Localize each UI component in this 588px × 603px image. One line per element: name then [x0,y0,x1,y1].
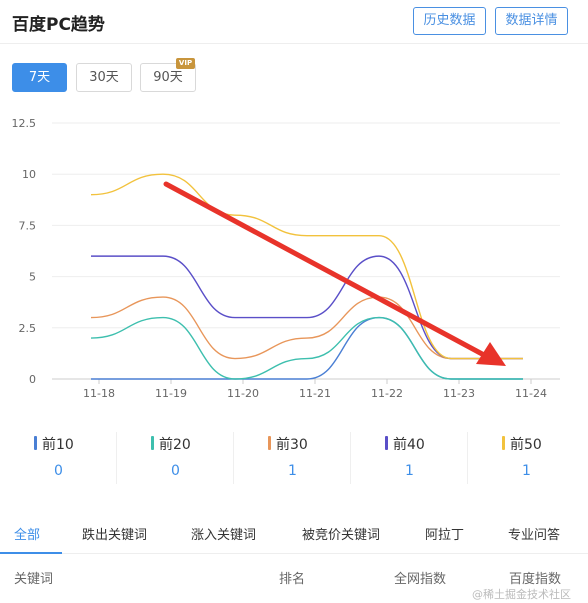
annotation-arrow-head [476,342,506,366]
x-tick-label: 11-24 [515,387,547,400]
legend-color-marker [34,436,37,450]
y-tick-label: 2.5 [19,322,37,335]
column-rank[interactable]: 排名 [279,572,306,587]
vip-badge: VIP [176,58,195,69]
x-tick-label: 11-20 [227,387,259,400]
legend-value: 1 [405,463,414,479]
x-tick-label: 11-23 [443,387,475,400]
annotation-arrow-shaft [163,181,487,358]
y-tick-label: 12.5 [12,117,37,130]
trend-chart: 0 2.5 5 7.5 10 12.5 11-18 11-19 11-20 11-21 11-22 1… [12,117,560,400]
y-tick-label: 5 [29,271,36,284]
page-title: 百度PC趋势 [12,15,105,35]
column-baidu-index[interactable]: 百度指数 [509,572,562,587]
legend-value: 1 [522,463,531,479]
header: 百度PC趋势 历史数据 数据详情 [0,0,588,44]
series-line-1 [90,316,523,380]
tab-professional-qa[interactable]: 专业问答 [508,528,561,543]
legend-color-marker [268,436,271,450]
legend-item-top10[interactable]: 前10 0 [0,432,117,492]
series-line-2 [90,316,523,380]
x-tick-label: 11-19 [155,387,187,400]
legend-value: 1 [288,463,297,479]
table-header: 关键词 排名 全网指数 百度指数 [0,568,588,588]
legend-value: 0 [171,463,180,479]
column-network-index[interactable]: 全网指数 [394,572,447,587]
legend-value: 0 [54,463,63,479]
legend-color-marker [385,436,388,450]
keyword-tabs: 全部 跌出关键词 涨入关键词 被竞价关键词 阿拉丁 专业问答 [0,510,588,554]
legend-item-top20[interactable]: 前20 0 [117,432,234,492]
legend-item-top30[interactable]: 前30 1 [234,432,351,492]
series-line-5 [90,173,523,360]
legend-item-top40[interactable]: 前40 1 [351,432,468,492]
range-7-days-button[interactable]: 7天 [12,63,67,92]
tab-all[interactable]: 全部 [14,528,41,543]
y-tick-label: 10 [22,168,36,181]
legend-label: 前20 [159,437,191,453]
tab-bid-keywords[interactable]: 被竞价关键词 [302,528,381,543]
legend-label: 前10 [42,437,74,453]
legend-label: 前50 [510,437,542,453]
tab-dropped-keywords[interactable]: 跌出关键词 [82,528,148,543]
watermark: @稀土掘金技术社区 [472,588,571,601]
legend-label: 前30 [276,437,308,453]
y-tick-label: 7.5 [19,219,37,232]
column-keyword[interactable]: 关键词 [14,572,54,587]
y-tick-label: 0 [29,373,36,386]
history-data-button[interactable]: 历史数据 [413,7,486,35]
x-tick-label: 11-18 [83,387,115,400]
legend: 前10 0 前20 0 前30 1 前40 1 前50 1 [0,432,588,492]
tab-aladdin[interactable]: 阿拉丁 [425,528,465,543]
legend-label: 前40 [393,437,425,453]
data-details-button[interactable]: 数据详情 [495,7,568,35]
legend-item-top50[interactable]: 前50 1 [468,432,585,492]
active-tab-indicator [0,552,62,554]
x-tick-label: 11-21 [299,387,331,400]
tab-gained-keywords[interactable]: 涨入关键词 [191,528,257,543]
legend-color-marker [151,436,154,450]
x-tick-label: 11-22 [371,387,403,400]
legend-color-marker [502,436,505,450]
range-30-days-button[interactable]: 30天 [76,63,132,92]
